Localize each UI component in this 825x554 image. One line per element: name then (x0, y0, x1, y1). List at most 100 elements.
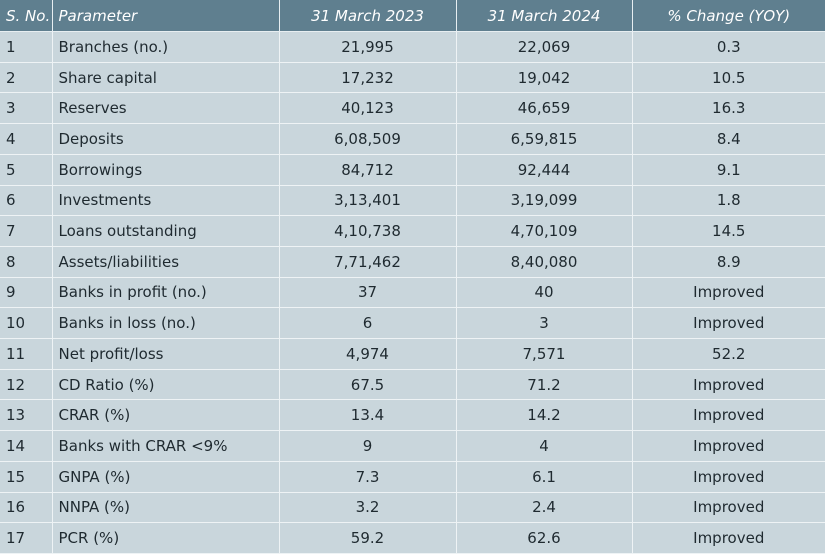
cell-parameter: CRAR (%) (52, 399, 280, 432)
table-row: 3 Reserves 40,123 46,659 16.3 (0, 92, 825, 125)
cell-2024: 8,40,080 (456, 246, 633, 278)
cell-sno: 13 (0, 399, 53, 432)
cell-2024: 14.2 (456, 399, 633, 432)
cell-2023: 7,71,462 (279, 246, 457, 278)
header-sno: S. No. (0, 0, 53, 32)
cell-2024: 40 (456, 277, 633, 309)
cell-2024: 3,19,099 (456, 185, 633, 217)
cell-2024: 22,069 (456, 31, 633, 63)
cell-change: 9.1 (632, 154, 825, 186)
cell-change: 0.3 (632, 31, 825, 63)
cell-parameter: Banks in loss (no.) (52, 307, 280, 340)
header-2024: 31 March 2024 (456, 0, 633, 32)
cell-change: Improved (632, 307, 825, 340)
cell-change: 52.2 (632, 338, 825, 370)
cell-parameter: Branches (no.) (52, 31, 280, 63)
cell-sno: 11 (0, 338, 53, 370)
cell-parameter: Assets/liabilities (52, 246, 280, 278)
cell-parameter: Reserves (52, 92, 280, 125)
cell-2023: 9 (279, 430, 457, 462)
cell-2024: 6,59,815 (456, 123, 633, 155)
cell-sno: 6 (0, 185, 53, 217)
cell-change: Improved (632, 277, 825, 309)
cell-parameter: GNPA (%) (52, 461, 280, 493)
cell-parameter: PCR (%) (52, 522, 280, 554)
table-row: 15 GNPA (%) 7.3 6.1 Improved (0, 461, 825, 493)
cell-parameter: Share capital (52, 62, 280, 94)
cell-change: 14.5 (632, 215, 825, 247)
table-row: 2 Share capital 17,232 19,042 10.5 (0, 62, 825, 94)
table-row: 9 Banks in profit (no.) 37 40 Improved (0, 277, 825, 309)
cell-sno: 3 (0, 92, 53, 125)
cell-change: 16.3 (632, 92, 825, 125)
cell-change: Improved (632, 399, 825, 432)
table-row: 13 CRAR (%) 13.4 14.2 Improved (0, 399, 825, 432)
table-row: 10 Banks in loss (no.) 6 3 Improved (0, 307, 825, 340)
cell-2024: 92,444 (456, 154, 633, 186)
cell-2024: 7,571 (456, 338, 633, 370)
cell-sno: 7 (0, 215, 53, 247)
cell-2023: 84,712 (279, 154, 457, 186)
cell-2023: 4,10,738 (279, 215, 457, 247)
table-row: 1 Branches (no.) 21,995 22,069 0.3 (0, 31, 825, 63)
cell-sno: 15 (0, 461, 53, 493)
cell-change: Improved (632, 522, 825, 554)
table-row: 12 CD Ratio (%) 67.5 71.2 Improved (0, 369, 825, 401)
cell-sno: 14 (0, 430, 53, 462)
cell-2024: 71.2 (456, 369, 633, 401)
cell-change: 8.4 (632, 123, 825, 155)
table-row: 7 Loans outstanding 4,10,738 4,70,109 14.5 (0, 215, 825, 247)
header-2023: 31 March 2023 (279, 0, 457, 32)
cell-2023: 67.5 (279, 369, 457, 401)
cell-parameter: Banks with CRAR <9% (52, 430, 280, 462)
cell-change: 1.8 (632, 185, 825, 217)
cell-2023: 17,232 (279, 62, 457, 94)
cell-change: 10.5 (632, 62, 825, 94)
cell-parameter: Net profit/loss (52, 338, 280, 370)
table-row: 16 NNPA (%) 3.2 2.4 Improved (0, 492, 825, 524)
cell-2023: 6,08,509 (279, 123, 457, 155)
cell-2023: 6 (279, 307, 457, 340)
cell-parameter: Deposits (52, 123, 280, 155)
cell-parameter: NNPA (%) (52, 492, 280, 524)
cell-2023: 3,13,401 (279, 185, 457, 217)
cell-sno: 16 (0, 492, 53, 524)
header-row: S. No. Parameter 31 March 2023 31 March … (0, 0, 825, 32)
table-row: 17 PCR (%) 59.2 62.6 Improved (0, 522, 825, 554)
cell-sno: 9 (0, 277, 53, 309)
cell-2024: 46,659 (456, 92, 633, 125)
cell-parameter: Investments (52, 185, 280, 217)
cell-2023: 3.2 (279, 492, 457, 524)
cell-change: Improved (632, 430, 825, 462)
cell-parameter: Banks in profit (no.) (52, 277, 280, 309)
cell-2023: 4,974 (279, 338, 457, 370)
header-parameter: Parameter (52, 0, 280, 32)
cell-sno: 4 (0, 123, 53, 155)
cell-2023: 13.4 (279, 399, 457, 432)
cell-2024: 3 (456, 307, 633, 340)
cell-2024: 19,042 (456, 62, 633, 94)
cell-parameter: Loans outstanding (52, 215, 280, 247)
cell-2024: 6.1 (456, 461, 633, 493)
cell-sno: 5 (0, 154, 53, 186)
cell-sno: 2 (0, 62, 53, 94)
cell-change: 8.9 (632, 246, 825, 278)
cell-2024: 62.6 (456, 522, 633, 554)
cell-2023: 40,123 (279, 92, 457, 125)
cell-parameter: Borrowings (52, 154, 280, 186)
table-row: 6 Investments 3,13,401 3,19,099 1.8 (0, 185, 825, 217)
table-body: 1 Branches (no.) 21,995 22,069 0.3 2 Share cap… (0, 31, 825, 554)
cell-sno: 1 (0, 31, 53, 63)
header-change: % Change (YOY) (632, 0, 825, 32)
cell-2024: 4 (456, 430, 633, 462)
cell-parameter: CD Ratio (%) (52, 369, 280, 401)
table-row: 8 Assets/liabilities 7,71,462 8,40,080 8.9 (0, 246, 825, 278)
cell-change: Improved (632, 492, 825, 524)
cell-sno: 10 (0, 307, 53, 340)
table-row: 11 Net profit/loss 4,974 7,571 52.2 (0, 338, 825, 370)
cell-2024: 4,70,109 (456, 215, 633, 247)
cell-sno: 8 (0, 246, 53, 278)
cell-2023: 37 (279, 277, 457, 309)
table-row: 4 Deposits 6,08,509 6,59,815 8.4 (0, 123, 825, 155)
